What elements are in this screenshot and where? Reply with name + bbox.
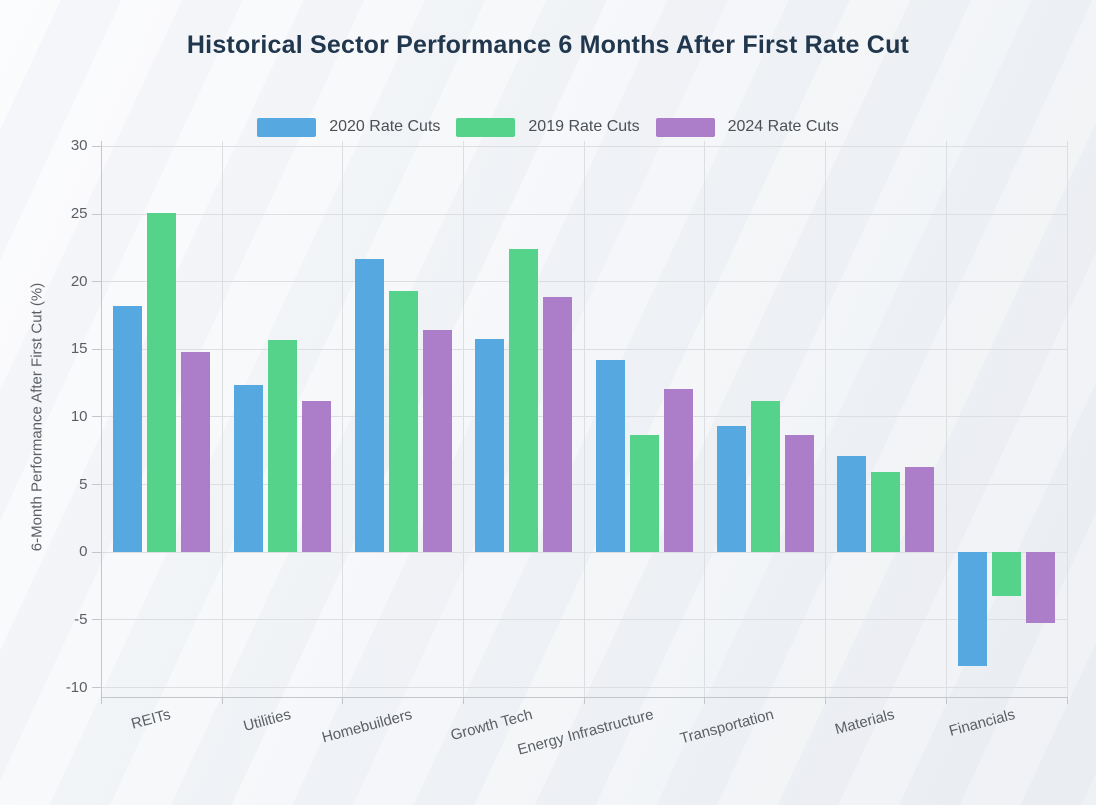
y-tick-label--10: -10 <box>65 678 88 696</box>
y-tick-label-15: 15 <box>70 340 88 358</box>
bar-2020-rate-cuts-reits[interactable] <box>113 306 143 553</box>
legend-item-2024-rate-cuts[interactable]: 2024 Rate Cuts <box>655 117 839 137</box>
bar-2020-rate-cuts-materials[interactable] <box>837 456 867 553</box>
x-tick-label-financials: Financials <box>947 706 1018 740</box>
y-tick-label--5: -5 <box>74 610 88 628</box>
bar-2024-rate-cuts-transportation[interactable] <box>784 434 814 553</box>
legend: 2020 Rate Cuts 2019 Rate Cuts 2024 Rate Cu… <box>0 116 1096 138</box>
bar-2020-rate-cuts-transportation[interactable] <box>716 426 746 553</box>
x-axis-spine <box>101 696 1067 698</box>
x-gridline-4 <box>583 141 585 697</box>
x-tick-label-growth-tech: Growth Tech <box>448 706 535 745</box>
bar-2019-rate-cuts-utilities[interactable] <box>268 339 298 553</box>
chart-title: Historical Sector Performance 6 Months A… <box>186 31 910 59</box>
legend-label-2020-rate-cuts: 2020 Rate Cuts <box>329 118 441 135</box>
bar-2024-rate-cuts-homebuilders[interactable] <box>422 330 452 553</box>
bar-2024-rate-cuts-financials[interactable] <box>1026 552 1056 623</box>
bar-2024-rate-cuts-utilities[interactable] <box>302 400 332 553</box>
y-tick-label-0: 0 <box>79 543 88 561</box>
y-tick-label-30: 30 <box>70 137 88 155</box>
x-tick-2 <box>342 697 344 704</box>
x-gridline-6 <box>825 141 827 697</box>
y-tick-0 <box>91 551 102 553</box>
bar-2020-rate-cuts-utilities[interactable] <box>234 384 264 553</box>
x-tick-4 <box>583 697 585 704</box>
y-axis-spine <box>101 141 102 697</box>
y-tick-label-20: 20 <box>70 272 88 290</box>
legend-swatch-2020-rate-cuts <box>257 117 317 137</box>
bar-2020-rate-cuts-growth-tech[interactable] <box>475 338 505 553</box>
y-tick-20 <box>91 281 102 283</box>
bar-2019-rate-cuts-growth-tech[interactable] <box>509 249 539 553</box>
y-tick-label-25: 25 <box>70 205 88 223</box>
bar-2019-rate-cuts-energy-infrastructure[interactable] <box>630 434 660 553</box>
bar-2019-rate-cuts-homebuilders[interactable] <box>388 291 418 553</box>
x-gridline-8 <box>1066 141 1068 697</box>
bar-2024-rate-cuts-energy-infrastructure[interactable] <box>664 388 694 553</box>
legend-label-2019-rate-cuts: 2019 Rate Cuts <box>528 118 640 135</box>
y-tick-15 <box>91 348 102 350</box>
y-tick-label-5: 5 <box>79 475 88 493</box>
bar-2020-rate-cuts-financials[interactable] <box>958 552 988 666</box>
bar-2024-rate-cuts-reits[interactable] <box>181 352 211 553</box>
y-tick-10 <box>91 416 102 418</box>
legend-swatch-2024-rate-cuts <box>655 117 715 137</box>
x-tick-6 <box>825 697 827 704</box>
x-tick-label-materials: Materials <box>833 706 897 739</box>
x-tick-label-utilities: Utilities <box>241 706 293 735</box>
bar-2024-rate-cuts-growth-tech[interactable] <box>543 296 573 553</box>
y-tick-label-10: 10 <box>70 407 88 425</box>
y-tick-25 <box>91 213 102 215</box>
bar-2019-rate-cuts-materials[interactable] <box>871 472 901 553</box>
x-tick-7 <box>945 697 947 704</box>
x-tick-label-homebuilders: Homebuilders <box>319 706 414 747</box>
x-tick-label-energy-infrastructure: Energy Infrastructure <box>515 706 655 759</box>
x-tick-8 <box>1066 697 1068 704</box>
legend-item-2020-rate-cuts[interactable]: 2020 Rate Cuts <box>257 117 441 137</box>
legend-label-2024-rate-cuts: 2024 Rate Cuts <box>727 118 839 135</box>
x-tick-0 <box>101 697 102 704</box>
bar-2019-rate-cuts-reits[interactable] <box>147 212 177 553</box>
y-tick-30 <box>91 145 102 147</box>
x-tick-1 <box>221 697 223 704</box>
x-tick-label-reits: REITs <box>129 706 173 733</box>
x-gridline-7 <box>945 141 947 697</box>
x-gridline-1 <box>221 141 223 697</box>
x-gridline-2 <box>342 141 344 697</box>
bar-2019-rate-cuts-financials[interactable] <box>992 552 1022 596</box>
x-tick-3 <box>463 697 465 704</box>
y-tick--5 <box>91 619 102 621</box>
x-gridline-3 <box>463 141 465 697</box>
bar-2024-rate-cuts-materials[interactable] <box>905 467 935 553</box>
legend-item-2019-rate-cuts[interactable]: 2019 Rate Cuts <box>456 117 640 137</box>
x-gridline-5 <box>704 141 706 697</box>
legend-swatch-2019-rate-cuts <box>456 117 516 137</box>
y-tick--10 <box>91 687 102 689</box>
y-tick-5 <box>91 484 102 486</box>
bar-2020-rate-cuts-energy-infrastructure[interactable] <box>596 360 626 553</box>
x-tick-label-transportation: Transportation <box>678 706 776 748</box>
x-tick-5 <box>704 697 706 704</box>
bar-2020-rate-cuts-homebuilders[interactable] <box>354 258 384 553</box>
bar-2019-rate-cuts-transportation[interactable] <box>750 400 780 553</box>
